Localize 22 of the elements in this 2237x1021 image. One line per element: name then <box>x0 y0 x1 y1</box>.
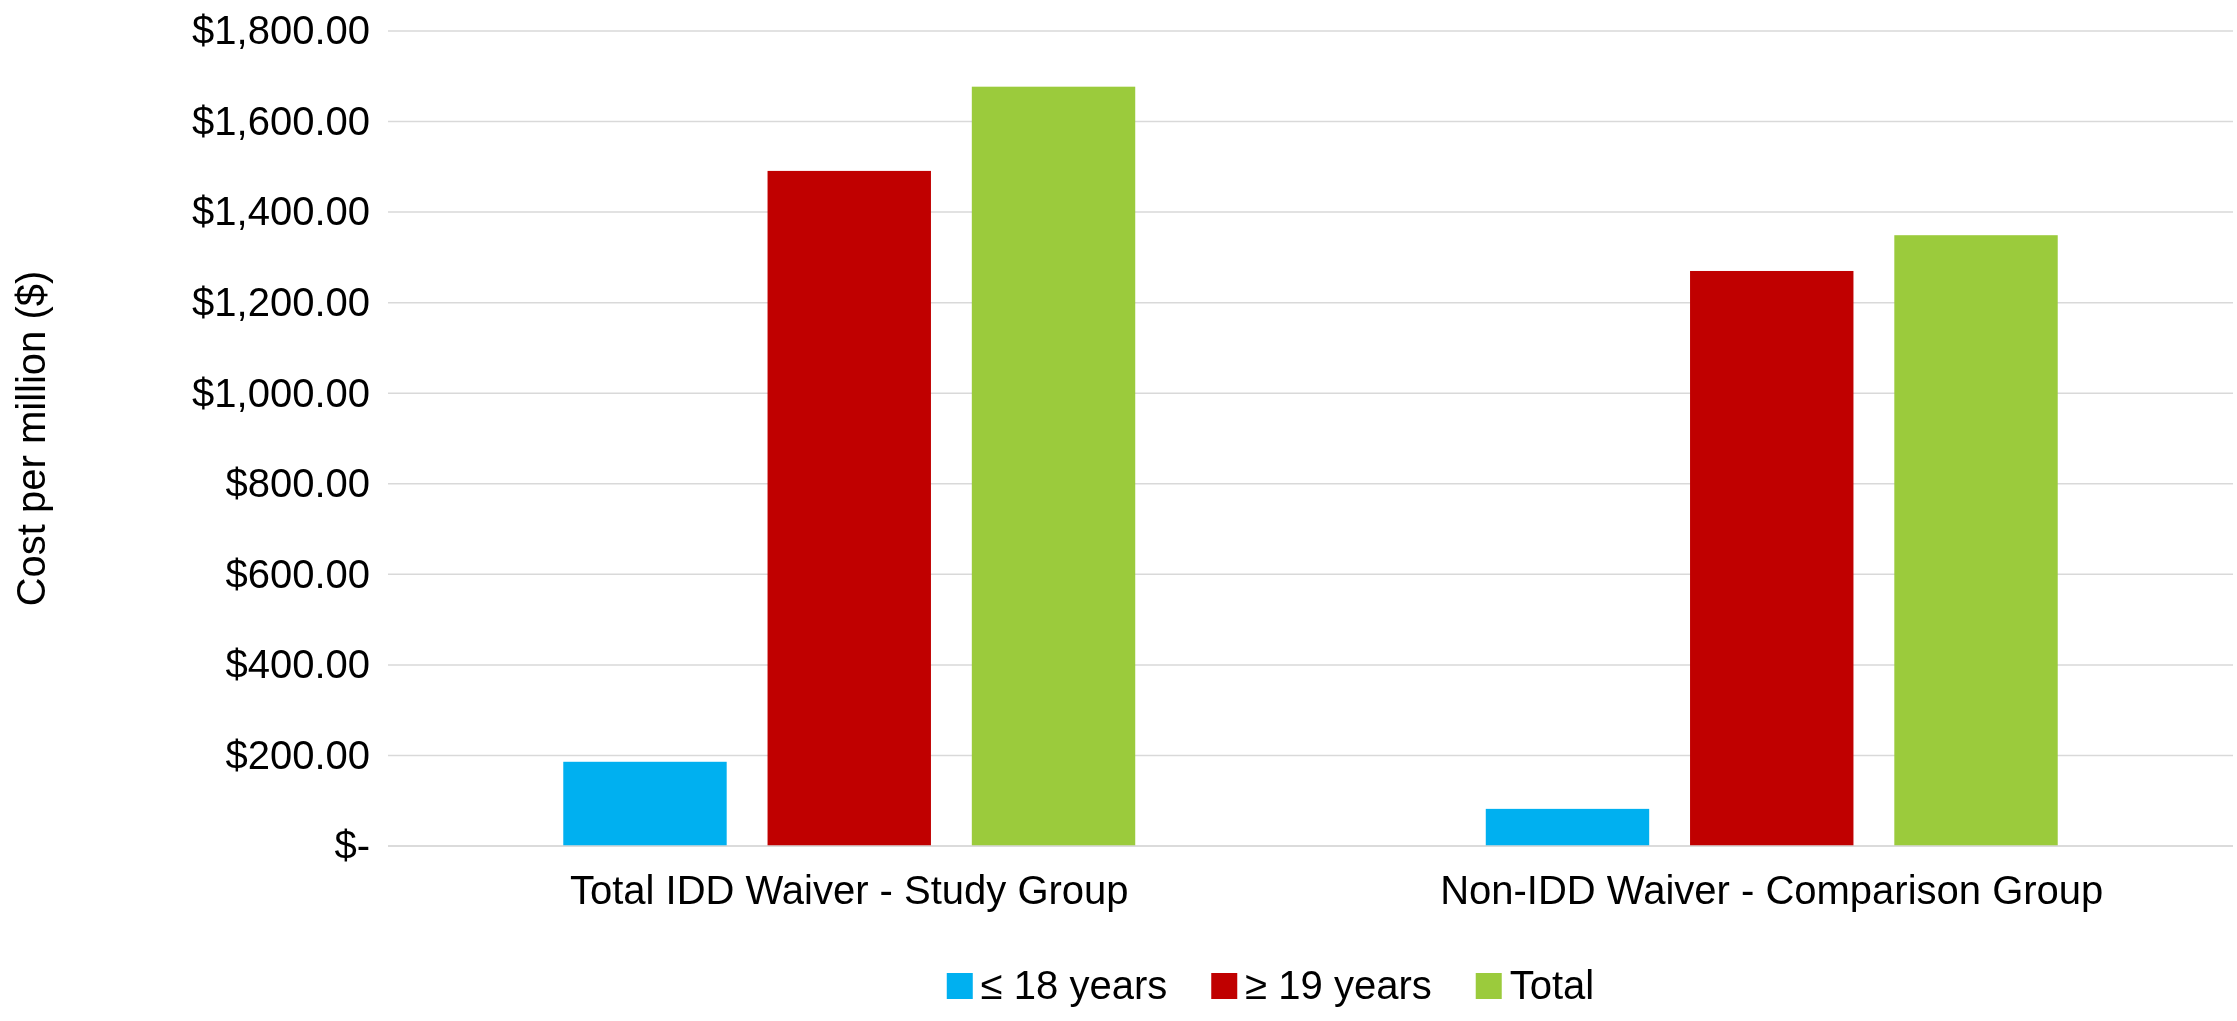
legend-label: ≥ 19 years <box>1245 963 1432 1007</box>
y-tick-label: $- <box>334 823 370 868</box>
bar <box>1894 235 2058 846</box>
bar <box>767 170 931 846</box>
legend-label: Total <box>1509 963 1595 1007</box>
y-tick-label: $1,800.00 <box>192 8 370 53</box>
bar <box>1690 270 1854 846</box>
y-tick-label: $200.00 <box>225 732 370 777</box>
x-tick-label: Total IDD Waiver - Study Group <box>569 868 1129 913</box>
bar <box>971 86 1136 846</box>
y-tick-label: $800.00 <box>225 461 370 506</box>
y-tick-label: $1,200.00 <box>192 279 370 324</box>
y-tick-label: $1,400.00 <box>192 189 370 234</box>
y-tick-label: $600.00 <box>225 551 370 596</box>
y-axis-title: Cost per million ($) <box>9 270 53 607</box>
y-tick-label: $1,000.00 <box>192 370 370 415</box>
y-tick-label: $1,600.00 <box>192 98 370 143</box>
legend-label: ≤ 18 years <box>980 963 1168 1007</box>
y-tick-label: $400.00 <box>225 642 370 687</box>
x-tick-label: Non-IDD Waiver - Comparison Group <box>1440 868 2104 913</box>
bar <box>1485 808 1650 846</box>
bar <box>563 761 727 846</box>
